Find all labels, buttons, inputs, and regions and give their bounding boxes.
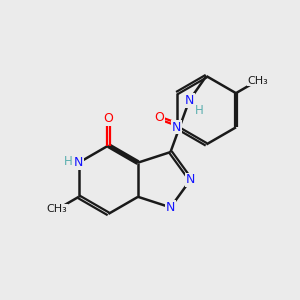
Text: CH₃: CH₃ — [248, 76, 268, 85]
Text: N: N — [74, 156, 83, 169]
Text: O: O — [154, 111, 164, 124]
Text: CH₃: CH₃ — [46, 204, 67, 214]
Text: O: O — [103, 112, 113, 125]
Text: N: N — [166, 201, 175, 214]
Text: H: H — [195, 104, 204, 117]
Text: N: N — [184, 94, 194, 107]
Text: N: N — [186, 173, 195, 186]
Text: N: N — [172, 121, 182, 134]
Text: H: H — [64, 154, 73, 168]
